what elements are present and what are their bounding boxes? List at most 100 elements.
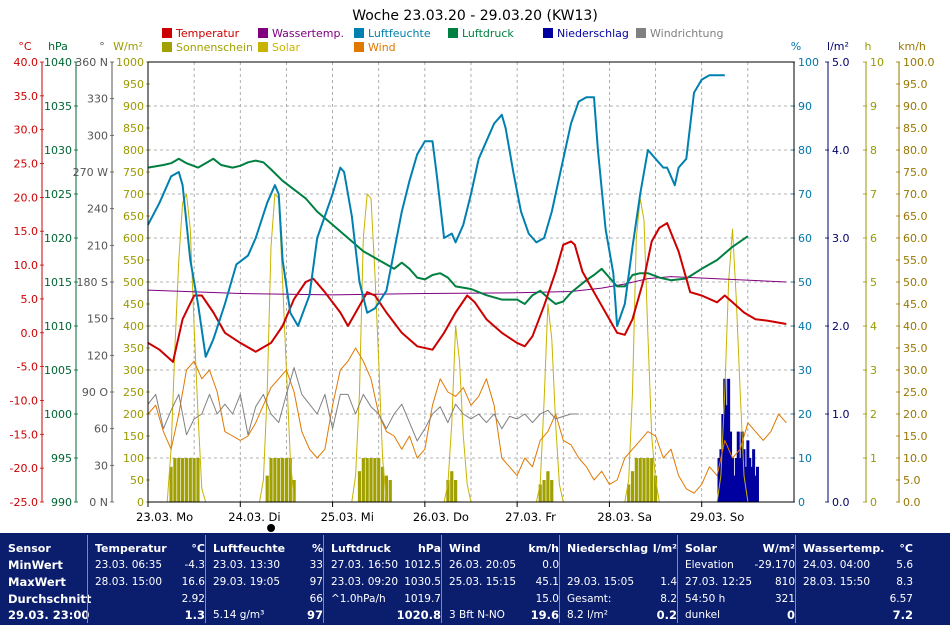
dir-tick-label: 60: [94, 423, 108, 436]
wind-tick-label: 15.0: [903, 430, 928, 443]
stats-solar-row-label: Elevation: [685, 559, 734, 571]
wind-tick-label: 75.0: [903, 166, 928, 179]
sunshine-bar: [361, 458, 365, 502]
stats-solar-row-value: 0: [786, 608, 795, 622]
solar-axis-unit: W/m²: [113, 40, 143, 53]
rain-tick-label: 4.0: [832, 144, 850, 157]
sunshine-bar: [450, 471, 454, 502]
hum-tick-label: 0: [798, 496, 805, 509]
plot-frame: [147, 61, 795, 503]
stats-luftdruck-header: Luftdruck: [331, 542, 391, 555]
rain-bar: [717, 458, 721, 502]
dir-tick-label: 90 O: [82, 386, 108, 399]
wind-axis-unit: km/h: [898, 40, 926, 53]
legend-swatch: [448, 28, 458, 38]
legend-swatch: [354, 28, 364, 38]
temp-tick-label: 40.0: [14, 56, 39, 69]
press-tick-label: 1000: [44, 408, 72, 421]
sunshine-bar: [634, 458, 638, 502]
stats-luftdruck-row-value: 1020.8: [396, 608, 441, 622]
solar-tick-label: 50: [130, 474, 144, 487]
rain-bar: [734, 458, 738, 502]
rain-bar: [740, 431, 744, 502]
rain-bar: [746, 440, 750, 502]
stats-luftdruck-row-value: 1012.5: [404, 559, 441, 571]
legend-label: Luftfeuchte: [368, 27, 431, 40]
temp-tick-label: 15.0: [14, 225, 39, 238]
wind-tick-label: 30.0: [903, 364, 928, 377]
sunshine-bar: [546, 471, 550, 502]
separator: [559, 535, 560, 623]
stats-wind-unit: km/h: [528, 542, 559, 555]
weather-chart: Woche 23.03.20 - 29.03.20 (KW13) Tempera…: [10, 8, 935, 532]
stats-niederschlag-row-label: 8.2 l/m²: [567, 609, 608, 621]
stats-col-luftfeuchte: Luftfeuchte% 23.03. 13:30 33 29.03. 19:05 97…: [213, 533, 323, 625]
sunshine-bar: [454, 480, 458, 502]
legend-label: Solar: [272, 41, 301, 54]
legend-label: Temperatur: [175, 27, 240, 40]
sunshine-bar: [538, 484, 542, 502]
hum-tick-label: 90: [798, 100, 812, 113]
solar-tick-label: 800: [123, 144, 144, 157]
wind-tick-label: 95.0: [903, 78, 928, 91]
wind-tick-label: 20.0: [903, 408, 928, 421]
x-tick-label: 26.03. Do: [413, 510, 469, 524]
stats-wind-row-value: 15.0: [535, 593, 559, 605]
stats-luftdruck-row-value: 1019.7: [404, 593, 441, 605]
temp-tick-label: 10.0: [14, 259, 39, 272]
wind-tick-label: 100.0: [903, 56, 935, 69]
stats-solar-row-label: 27.03. 12:25: [685, 576, 752, 588]
sunshine-bar: [388, 480, 392, 502]
rain-bar: [754, 475, 758, 502]
sun-tick-label: 1: [870, 452, 877, 465]
solar-tick-label: 650: [123, 210, 144, 223]
temp-tick-label: 5.0: [21, 293, 39, 306]
rain-bar: [748, 458, 752, 502]
hum-tick-label: 30: [798, 364, 812, 377]
rain-tick-label: 3.0: [832, 232, 850, 245]
solar-tick-label: 500: [123, 276, 144, 289]
sunshine-bar: [630, 471, 635, 502]
bars: [169, 378, 759, 502]
press-tick-label: 1040: [44, 56, 72, 69]
stats-sensor-header: Sensor: [8, 542, 51, 555]
temp-tick-label: -10.0: [10, 394, 38, 407]
stats-wind-row-value: 19.6: [530, 608, 559, 622]
rain-bar: [730, 458, 734, 502]
hum-tick-label: 100: [798, 56, 819, 69]
sunshine-bar: [642, 458, 646, 502]
press-tick-label: 1005: [44, 364, 72, 377]
solar-tick-label: 750: [123, 166, 144, 179]
x-tick-label: 27.03. Fr: [505, 510, 556, 524]
stats-wind-row-value: 45.1: [535, 576, 559, 588]
stats-niederschlag-row-value: 0.2: [656, 608, 677, 622]
night-marker: [267, 524, 276, 532]
solar-tick-label: 900: [123, 100, 144, 113]
wind-tick-label: 80.0: [903, 144, 928, 157]
solar-tick-label: 400: [123, 320, 144, 333]
wind-tick-label: 40.0: [903, 320, 928, 333]
stats-luftdruck-unit: hPa: [417, 542, 441, 555]
series-lines: [147, 74, 787, 503]
sunshine-bar: [192, 458, 196, 502]
hum-tick-label: 70: [798, 188, 812, 201]
stats-col-wassertemp: Wassertemp. °C 24.03. 04:00 5.6 28.03. 15:50…: [803, 533, 913, 625]
sunshine-bar: [292, 480, 296, 502]
stats-niederschlag-row-value: 1.4: [660, 576, 677, 588]
dir-tick-label: 330: [87, 93, 108, 106]
sunshine-bar: [369, 458, 373, 502]
solar-tick-label: 600: [123, 232, 144, 245]
stats-col-solar: Solar W/m² Elevation -29.170 27.03. 12:25 810…: [685, 533, 795, 625]
sunshine-bar: [273, 458, 277, 502]
wind-tick-label: 60.0: [903, 232, 928, 245]
stats-wind-row-label: 26.03. 20:05: [449, 559, 516, 571]
rain-tick-label: 2.0: [832, 320, 850, 333]
wind-tick-label: 55.0: [903, 254, 928, 267]
temp-tick-label: -15.0: [10, 428, 38, 441]
sun-tick-label: 10: [870, 56, 884, 69]
solar-tick-label: 100: [123, 452, 144, 465]
solar-tick-label: 300: [123, 364, 144, 377]
sunshine-bar: [173, 458, 177, 502]
sunshine-bar: [653, 475, 658, 502]
stats-luftfeuchte-header: Luftfeuchte: [213, 542, 286, 555]
